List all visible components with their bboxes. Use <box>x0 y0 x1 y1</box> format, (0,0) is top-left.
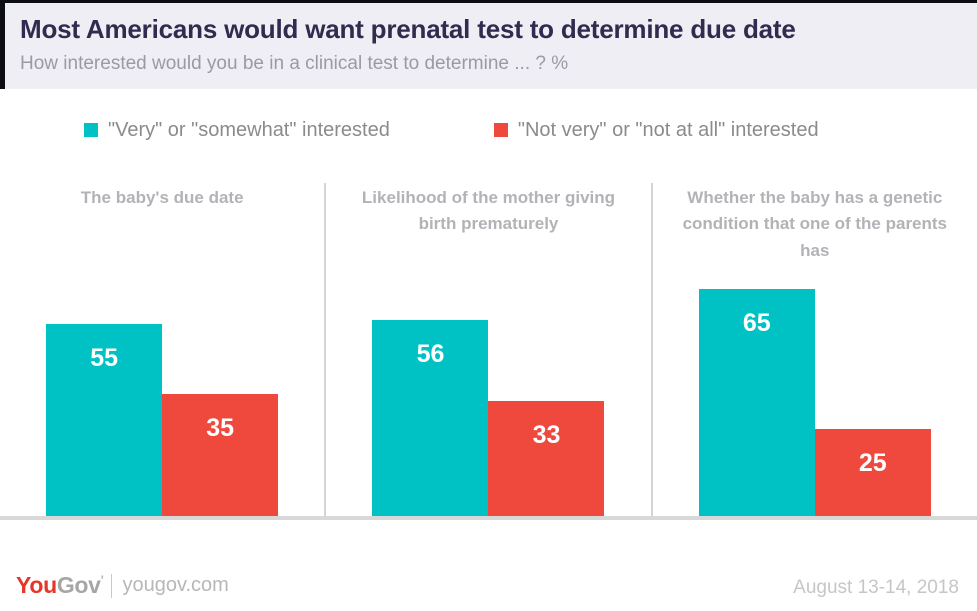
chart-group-due-date: The baby's due date 55 35 <box>0 183 324 516</box>
website-url: yougov.com <box>122 574 229 596</box>
bar-value: 25 <box>858 448 887 477</box>
logo-tick: ' <box>100 572 104 588</box>
bar-not-interested-premature-birth: 33 <box>488 400 605 516</box>
group-title-genetic-condition: Whether the baby has a genetic condition… <box>653 183 977 288</box>
bars-due-date: 55 35 <box>0 288 324 516</box>
group-title-due-date: The baby's due date <box>0 183 324 288</box>
page-title: Most Americans would want prenatal test … <box>20 14 796 44</box>
legend-label-interested: "Very" or "somewhat" interested <box>108 118 390 141</box>
group-title-text: Whether the baby has a genetic condition… <box>682 188 948 260</box>
bar-value: 65 <box>742 308 771 337</box>
bar-value: 56 <box>416 340 445 368</box>
bar-value: 55 <box>90 343 119 372</box>
bar-not-interested-genetic-condition: 25 <box>814 428 931 516</box>
bar-value: 35 <box>206 413 235 442</box>
legend-swatch-red-icon <box>493 123 508 137</box>
date-label: August 13-14, 2018 <box>793 577 959 598</box>
legend: "Very" or "somewhat" interested "Not ver… <box>84 115 977 145</box>
page-subtitle: How interested would you be in a clinica… <box>20 53 569 74</box>
legend-swatch-teal-icon <box>84 123 98 137</box>
legend-label-not-interested: "Not very" or "not at all" interested <box>517 118 819 141</box>
group-title-premature-birth: Likelihood of the mother giving birth pr… <box>326 183 650 288</box>
bar-interested-due-date: 55 <box>46 323 163 516</box>
header: Most Americans would want prenatal test … <box>0 3 977 89</box>
bar-value: 33 <box>532 420 561 449</box>
legend-item-interested: "Very" or "somewhat" interested <box>84 119 390 142</box>
bar-not-interested-due-date: 35 <box>162 393 279 516</box>
chart-group-premature-birth: Likelihood of the mother giving birth pr… <box>324 183 650 516</box>
group-title-text: Likelihood of the mother giving birth pr… <box>361 188 616 234</box>
group-title-text: The baby's due date <box>80 188 244 207</box>
logo-you: You <box>16 572 57 598</box>
bars-premature-birth: 56 33 <box>326 288 650 516</box>
yougov-logo: YouGov' <box>16 572 104 599</box>
brand-divider <box>111 573 113 598</box>
legend-item-not-interested: "Not very" or "not at all" interested <box>493 118 819 142</box>
bars-genetic-condition: 65 25 <box>653 288 977 516</box>
bar-interested-premature-birth: 56 <box>372 320 489 516</box>
brand: YouGov' yougov.com <box>16 572 229 599</box>
chart-baseline <box>0 516 977 520</box>
logo-gov: Gov <box>56 572 101 598</box>
chart-group-genetic-condition: Whether the baby has a genetic condition… <box>650 183 977 516</box>
footer: YouGov' yougov.com August 13-14, 2018 <box>0 520 977 611</box>
bar-chart: The baby's due date 55 35 Likelihood of … <box>0 183 977 516</box>
bar-interested-genetic-condition: 65 <box>698 288 815 516</box>
